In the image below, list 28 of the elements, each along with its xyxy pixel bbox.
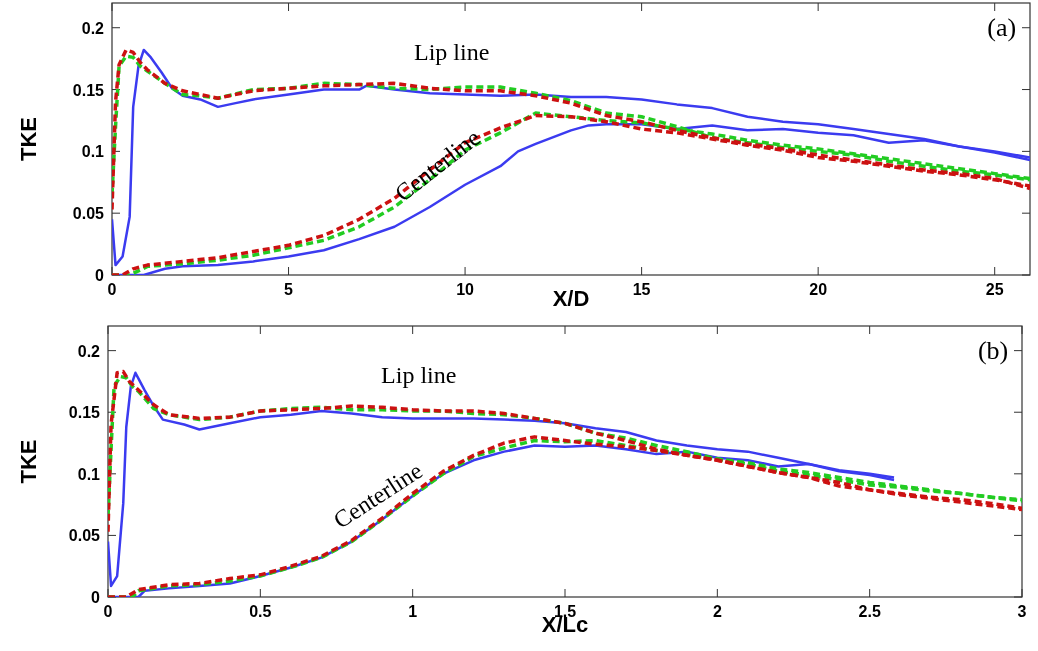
y-tick-label: 0.2 — [81, 19, 105, 37]
y-tick-label: 0.1 — [81, 143, 105, 161]
x-tick-label: 1 — [408, 603, 418, 620]
x-tick-label: 20 — [809, 281, 828, 298]
annotation: (b) — [977, 335, 1009, 365]
y-tick-label: 0.1 — [77, 465, 101, 483]
x-tick-label: 3 — [1017, 603, 1027, 620]
x-axis-title: X/D — [552, 286, 590, 311]
x-tick-label: 0 — [107, 281, 117, 298]
annotation: (a) — [987, 12, 1017, 42]
x-tick-label: 10 — [456, 281, 475, 298]
y-axis-title: TKE — [16, 439, 41, 484]
y-tick-label: 0 — [95, 267, 105, 284]
annotation: Lip line — [414, 39, 490, 66]
x-tick-label: 0.5 — [249, 603, 272, 620]
y-tick-label: 0.05 — [72, 205, 105, 223]
x-tick-label: 5 — [284, 281, 294, 298]
y-tick-label: 0.15 — [72, 81, 105, 99]
y-tick-label: 0.2 — [77, 342, 101, 360]
x-tick-label: 15 — [632, 281, 651, 298]
annotation: Lip line — [381, 361, 457, 388]
y-tick-label: 0.05 — [68, 527, 101, 545]
y-tick-label: 0.15 — [68, 404, 101, 422]
x-tick-label: 2 — [712, 603, 722, 620]
y-axis-title: TKE — [16, 117, 41, 161]
y-tick-label: 0 — [91, 589, 101, 606]
x-tick-label: 2.5 — [858, 603, 881, 620]
x-tick-label: 25 — [985, 281, 1004, 298]
